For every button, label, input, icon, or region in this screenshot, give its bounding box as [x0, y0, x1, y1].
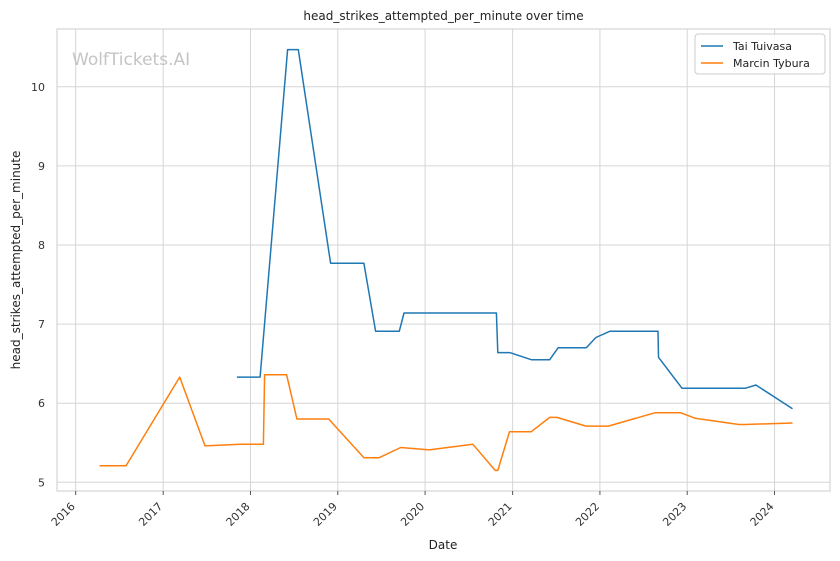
- y-axis-ticks: 5 6 7 8 9 10: [31, 81, 45, 490]
- series-line-1: [99, 373, 793, 472]
- legend-entry: Tai Tuivasa: [732, 40, 792, 53]
- y-tick-label: 5: [38, 476, 45, 489]
- legend-box: [694, 33, 826, 75]
- y-tick-label: 8: [38, 239, 45, 252]
- plot-frame: [56, 28, 831, 492]
- y-tick-label: 9: [38, 160, 45, 173]
- watermark: WolfTickets.AI: [72, 50, 190, 70]
- y-tick-label: 10: [31, 81, 45, 94]
- y-tick-label: 7: [38, 318, 45, 331]
- x-axis-label: Date: [429, 538, 458, 552]
- y-axis-label: head_strikes_attempted_per_minute: [9, 151, 23, 370]
- series-layer: [99, 48, 793, 472]
- y-tick-label: 6: [38, 397, 45, 410]
- chart-title: head_strikes_attempted_per_minute over t…: [303, 9, 583, 23]
- series-line-0: [236, 48, 793, 410]
- legend: Tai Tuivasa Marcin Tybura: [694, 33, 826, 75]
- legend-entry: Marcin Tybura: [733, 57, 810, 70]
- grid: [57, 29, 830, 491]
